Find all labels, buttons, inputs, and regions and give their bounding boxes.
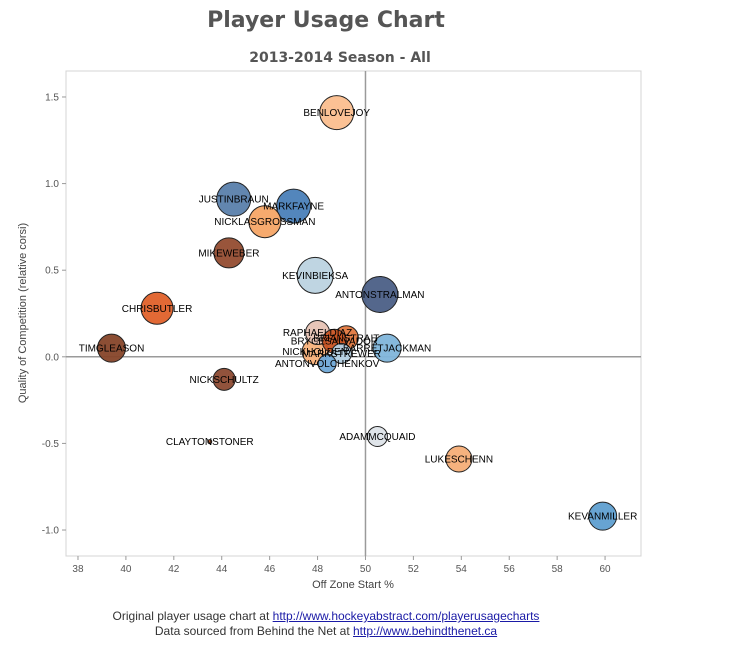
player-point bbox=[331, 342, 353, 364]
player-point bbox=[372, 333, 402, 363]
plot-area bbox=[65, 70, 642, 557]
player-label: TIMGLEASON bbox=[79, 344, 145, 355]
player-point bbox=[216, 181, 252, 217]
x-tick-label: 38 bbox=[72, 564, 84, 575]
player-label: NICKHOLDEN bbox=[282, 347, 348, 358]
reference-lines bbox=[66, 71, 641, 556]
player-point bbox=[319, 95, 355, 131]
player-label: CLAYTONSTONER bbox=[166, 437, 254, 448]
x-tick-label: 44 bbox=[216, 564, 228, 575]
player-point bbox=[213, 237, 245, 269]
player-label: NICKSCHULTZ bbox=[189, 375, 258, 386]
player-point bbox=[212, 367, 236, 391]
player-point bbox=[97, 333, 127, 363]
player-label: ANTONSTRALMAN bbox=[335, 290, 424, 301]
player-label: MARKFAYNE bbox=[263, 202, 324, 213]
x-tick-label: 50 bbox=[360, 564, 372, 575]
player-label: CHRISBUTLER bbox=[122, 304, 193, 315]
player-label: BRYCESALVADOR bbox=[291, 337, 378, 348]
y-tick-label: -0.5 bbox=[42, 439, 60, 450]
chart-title: Player Usage Chart bbox=[207, 8, 445, 33]
x-tick-label: 46 bbox=[264, 564, 276, 575]
y-tick-label: 1.5 bbox=[45, 92, 59, 103]
player-label: NICKLASGROSSMAN bbox=[214, 217, 315, 228]
x-axis-title: Off Zone Start % bbox=[312, 579, 394, 591]
player-label: RAPHAELDIAZ bbox=[283, 328, 352, 339]
player-label: BARRETJACKMAN bbox=[343, 344, 431, 355]
hockeyabstract-link[interactable]: http://www.hockeyabstract.com/playerusag… bbox=[272, 609, 540, 623]
x-tick-label: 60 bbox=[600, 564, 612, 575]
player-point bbox=[207, 439, 213, 445]
player-label: ANTONVOLCHENKOV bbox=[275, 359, 380, 370]
footer-text-1: Original player usage chart at bbox=[112, 609, 273, 623]
y-tick-label: 0.5 bbox=[45, 266, 59, 277]
x-tick-label: 54 bbox=[456, 564, 468, 575]
player-point bbox=[276, 188, 312, 224]
player-label: JUSTINBRAUN bbox=[199, 195, 269, 206]
player-usage-chart: 38 40 42 44 46 48 50 52 54 56 58 60 -1.0 -0.5 0.0 0.5 1.… bbox=[17, 70, 642, 591]
player-point bbox=[588, 501, 618, 531]
player-label: MARKSTREWER bbox=[302, 349, 381, 360]
player-label: BENLOVEJOY bbox=[303, 108, 370, 119]
player-point bbox=[140, 291, 174, 325]
player-point bbox=[248, 205, 282, 239]
footer-line-2: Data sourced from Behind the Net at http… bbox=[0, 624, 652, 638]
player-label: BRIANSTRAIT bbox=[313, 333, 379, 344]
x-tick-label: 48 bbox=[312, 564, 324, 575]
x-tick-label: 42 bbox=[168, 564, 180, 575]
player-point bbox=[366, 425, 388, 447]
y-tick-label: -1.0 bbox=[42, 526, 60, 537]
player-label: ADAMMCQUAID bbox=[339, 432, 415, 443]
behindthenet-link[interactable]: http://www.behindthenet.ca bbox=[353, 624, 498, 638]
player-label: KEVINBIEKSA bbox=[282, 271, 348, 282]
x-tick-label: 58 bbox=[552, 564, 564, 575]
x-tick-label: 56 bbox=[504, 564, 516, 575]
player-label: KEVANMILLER bbox=[568, 512, 637, 523]
player-point bbox=[296, 256, 334, 294]
y-axis-title: Quality of Competition (relative corsi) bbox=[17, 223, 29, 403]
footer-line-1: Original player usage chart at http://ww… bbox=[0, 609, 652, 623]
player-label: MIKEWEBER bbox=[198, 248, 259, 259]
player-point bbox=[317, 354, 337, 374]
y-tick-label: 1.0 bbox=[45, 179, 59, 190]
y-tick-label: 0.0 bbox=[45, 352, 59, 363]
data-points bbox=[97, 95, 618, 531]
chart-subtitle: 2013-2014 Season - All bbox=[249, 50, 431, 66]
footer-text-2: Data sourced from Behind the Net at bbox=[154, 624, 353, 638]
x-tick-label: 52 bbox=[408, 564, 420, 575]
x-tick-label: 40 bbox=[120, 564, 132, 575]
axis-ticks: 38 40 42 44 46 48 50 52 54 56 58 60 -1.0 -0.5 0.0 0.5 1.… bbox=[42, 92, 611, 575]
player-point bbox=[445, 445, 473, 473]
player-label: LUKESCHENN bbox=[425, 455, 493, 466]
player-point bbox=[361, 275, 399, 313]
